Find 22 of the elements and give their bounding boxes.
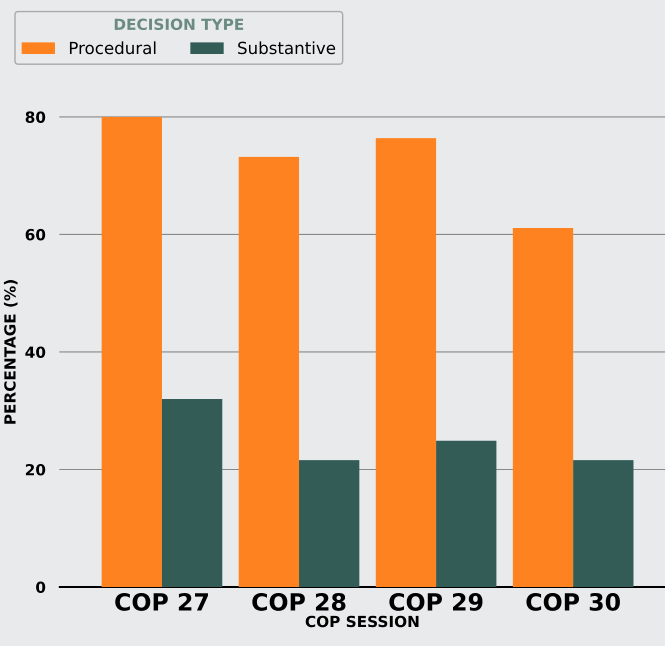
x-tick-label: COP 28	[252, 592, 346, 611]
y-tick-label: 0	[36, 581, 46, 594]
bar	[376, 138, 436, 588]
x-tick-label: COP 29	[389, 592, 482, 611]
y-axis-title: PERCENTAGE (%)	[4, 280, 18, 424]
y-tick-label: 20	[26, 464, 46, 476]
y-tick-label: 60	[26, 228, 46, 240]
legend-label: Procedural	[70, 41, 156, 54]
bar	[512, 228, 574, 588]
x-tick-label: COP 27	[115, 592, 208, 611]
x-axis-title: COP SESSION	[306, 616, 418, 628]
y-tick-label: 80	[26, 111, 46, 123]
legend-title: DECISION TYPE	[114, 18, 244, 30]
bar	[436, 440, 496, 588]
x-tick-label: COP 30	[526, 592, 620, 611]
bar	[238, 156, 300, 588]
legend-label: Substantive	[238, 41, 336, 54]
bar	[573, 460, 634, 588]
bar	[162, 398, 222, 588]
bar	[299, 460, 360, 588]
bar	[102, 116, 162, 588]
y-tick-label: 40	[25, 346, 46, 358]
